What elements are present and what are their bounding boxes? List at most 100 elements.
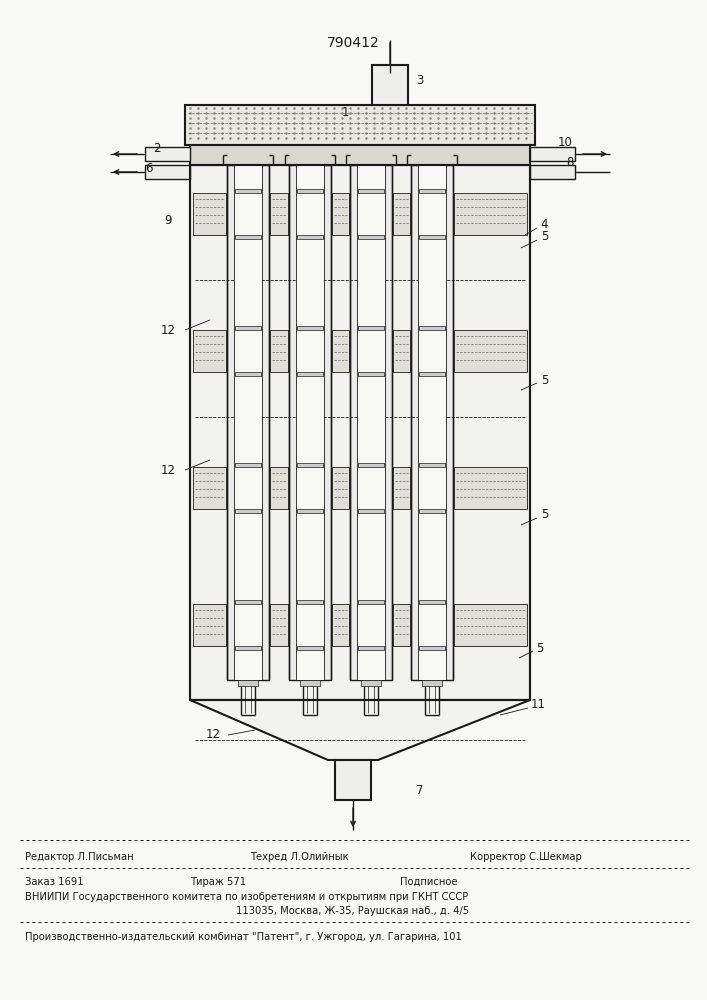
Bar xyxy=(297,600,323,604)
Bar xyxy=(350,165,392,680)
Bar xyxy=(358,235,384,239)
Bar xyxy=(235,646,261,650)
Bar xyxy=(335,760,371,800)
Bar xyxy=(185,105,535,145)
Bar xyxy=(419,600,445,604)
Bar xyxy=(289,165,331,680)
Bar xyxy=(358,463,384,467)
Text: 8: 8 xyxy=(566,156,573,169)
Bar xyxy=(422,680,442,686)
Bar xyxy=(530,165,575,179)
Bar xyxy=(297,372,323,376)
Bar xyxy=(227,165,269,680)
Text: 3: 3 xyxy=(416,74,423,87)
Bar xyxy=(145,165,190,179)
Bar xyxy=(297,463,323,467)
Bar xyxy=(332,467,349,509)
Bar xyxy=(454,467,527,509)
Bar xyxy=(332,604,349,646)
Bar xyxy=(238,680,258,686)
Bar xyxy=(419,372,445,376)
Bar xyxy=(393,193,410,235)
Text: ВНИИПИ Государственного комитета по изобретениям и открытиям при ГКНТ СССР: ВНИИПИ Государственного комитета по изоб… xyxy=(25,892,468,902)
Bar xyxy=(193,604,226,646)
Bar xyxy=(193,467,226,509)
Text: Тираж 571: Тираж 571 xyxy=(190,877,246,887)
Bar xyxy=(235,463,261,467)
Bar xyxy=(419,235,445,239)
Bar xyxy=(190,145,530,165)
Text: 790412: 790412 xyxy=(327,36,380,50)
Bar xyxy=(358,509,384,513)
Bar xyxy=(193,193,226,235)
Bar xyxy=(270,604,288,646)
Text: Корректор С.Шекмар: Корректор С.Шекмар xyxy=(470,852,582,862)
Bar xyxy=(361,680,381,686)
Bar xyxy=(235,600,261,604)
Bar xyxy=(419,646,445,650)
Bar xyxy=(234,165,262,680)
Bar xyxy=(270,467,288,509)
Text: 5: 5 xyxy=(542,508,549,522)
Text: 12: 12 xyxy=(160,464,175,477)
Bar xyxy=(418,165,446,680)
Text: 6: 6 xyxy=(145,161,153,174)
Bar xyxy=(454,193,527,235)
Text: Производственно-издательский комбинат "Патент", г. Ужгород, ул. Гагарина, 101: Производственно-издательский комбинат "П… xyxy=(25,932,462,942)
Text: 1: 1 xyxy=(341,105,349,118)
Bar xyxy=(357,165,385,680)
Text: 5: 5 xyxy=(542,373,549,386)
Text: 2: 2 xyxy=(153,141,160,154)
Bar xyxy=(235,189,261,193)
Bar xyxy=(235,372,261,376)
Bar xyxy=(454,330,527,372)
Bar xyxy=(332,330,349,372)
Bar xyxy=(393,330,410,372)
Polygon shape xyxy=(190,700,530,760)
Text: 12: 12 xyxy=(160,324,175,336)
Bar xyxy=(358,600,384,604)
Bar xyxy=(419,509,445,513)
Bar xyxy=(300,680,320,686)
Bar xyxy=(393,604,410,646)
Bar xyxy=(358,326,384,330)
Text: Подписное: Подписное xyxy=(400,877,457,887)
Bar xyxy=(297,189,323,193)
Bar xyxy=(454,604,527,646)
Bar xyxy=(419,189,445,193)
Bar xyxy=(235,509,261,513)
Text: 5: 5 xyxy=(542,231,549,243)
Bar xyxy=(297,509,323,513)
Text: 10: 10 xyxy=(558,136,573,149)
Bar xyxy=(358,372,384,376)
Bar xyxy=(193,330,226,372)
Bar xyxy=(235,326,261,330)
Text: Редактор Л.Письман: Редактор Л.Письман xyxy=(25,852,134,862)
Bar xyxy=(372,65,408,105)
Bar xyxy=(297,326,323,330)
Bar xyxy=(297,235,323,239)
Text: Заказ 1691: Заказ 1691 xyxy=(25,877,83,887)
Bar xyxy=(235,235,261,239)
Text: 5: 5 xyxy=(537,642,544,654)
Bar xyxy=(411,165,453,680)
Bar xyxy=(419,463,445,467)
Bar xyxy=(297,646,323,650)
Bar xyxy=(270,193,288,235)
Bar xyxy=(270,330,288,372)
Bar xyxy=(190,165,530,700)
Text: Техред Л.Олийнык: Техред Л.Олийнык xyxy=(250,852,349,862)
Bar xyxy=(530,147,575,161)
Text: 7: 7 xyxy=(416,784,423,796)
Bar xyxy=(332,193,349,235)
Text: 11: 11 xyxy=(530,698,546,712)
Text: 12: 12 xyxy=(206,728,221,742)
Bar xyxy=(419,326,445,330)
Text: 4: 4 xyxy=(540,219,548,232)
Bar xyxy=(358,189,384,193)
Bar xyxy=(393,467,410,509)
Bar xyxy=(145,147,190,161)
Bar xyxy=(358,646,384,650)
Bar xyxy=(296,165,324,680)
Text: 9: 9 xyxy=(164,214,172,227)
